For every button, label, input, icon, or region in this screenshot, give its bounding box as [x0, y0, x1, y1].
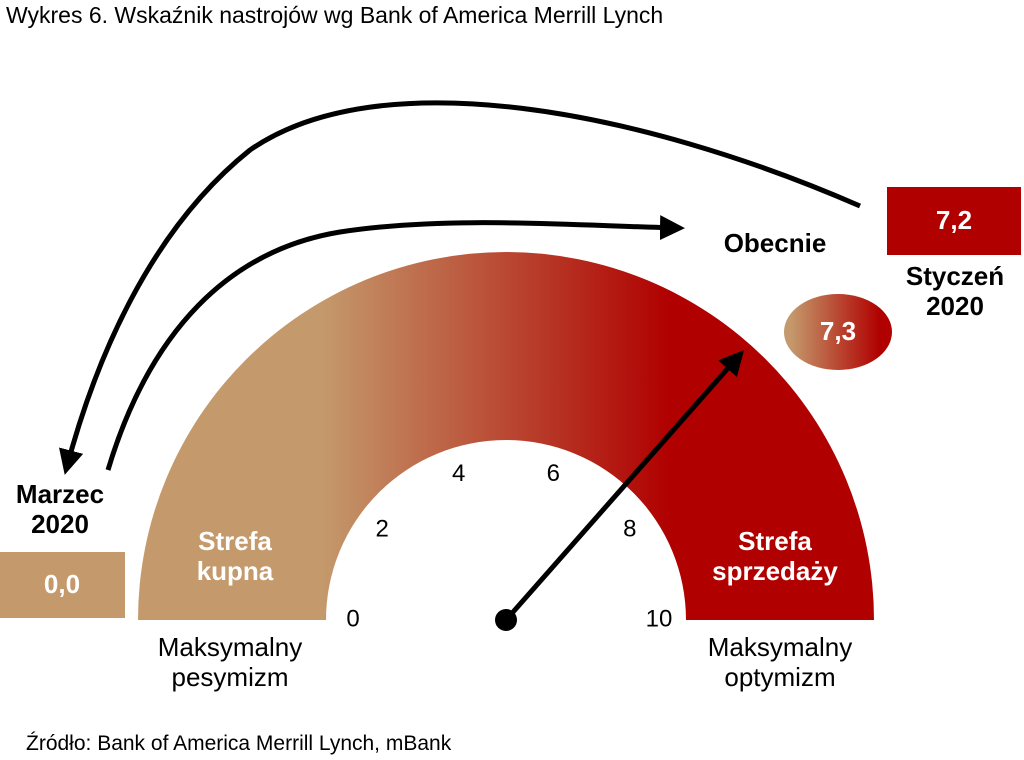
- tick-label: 8: [623, 515, 636, 542]
- arrow: [59, 100, 861, 475]
- arrow: [105, 215, 685, 471]
- reading-value: 0,0: [44, 569, 80, 599]
- reading-name: Obecnie: [723, 228, 827, 258]
- reading-value: 7,3: [820, 316, 856, 346]
- reading-value: 7,2: [936, 205, 972, 235]
- extreme-label: Maksymalny optymizm: [707, 632, 853, 692]
- reading-name: Styczeń 2020: [905, 261, 1005, 321]
- tick-label: 2: [376, 515, 389, 542]
- tick-label: 4: [452, 460, 465, 487]
- needle: [504, 349, 745, 622]
- tick-label: 6: [547, 460, 560, 487]
- zone-label: Strefa sprzedaży: [712, 526, 838, 586]
- needle-hub: [495, 609, 517, 631]
- zone-label: Strefa kupna: [196, 526, 274, 586]
- reading-box: [0, 552, 125, 618]
- gauge-arc: [138, 252, 874, 620]
- tick-label: 0: [346, 605, 359, 632]
- extreme-label: Maksymalny pesymizm: [157, 632, 303, 692]
- reading-badge: [784, 294, 892, 370]
- title: Wykres 6. Wskaźnik nastrojów wg Bank of …: [6, 2, 664, 28]
- tick-label: 10: [646, 605, 673, 632]
- reading-name: Marzec 2020: [15, 479, 105, 539]
- source: Źródło: Bank of America Merrill Lynch, m…: [26, 732, 452, 755]
- reading-box: [887, 187, 1021, 255]
